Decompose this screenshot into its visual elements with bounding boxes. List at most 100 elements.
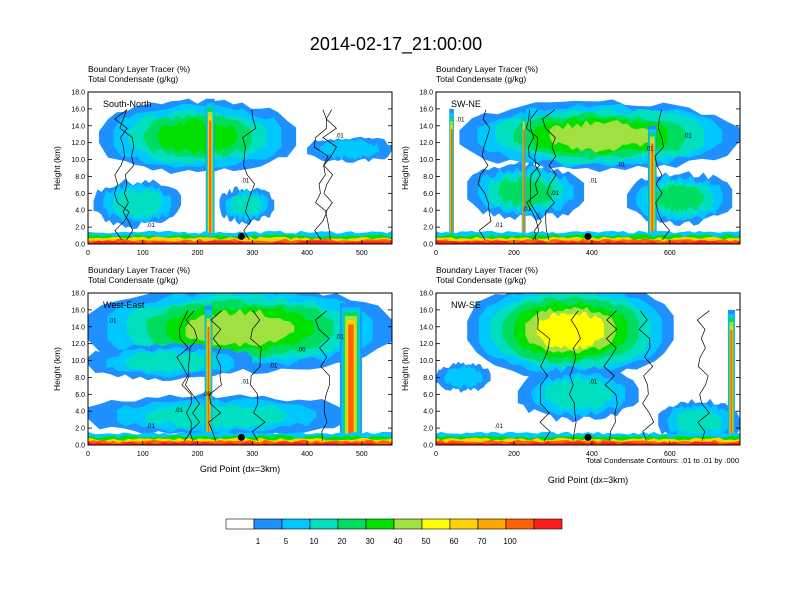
- colorbar-swatch: [309, 518, 339, 530]
- y-tick-label: 6.0: [423, 392, 433, 399]
- colorbar-swatch: [365, 518, 395, 530]
- y-tick-label: 16.0: [419, 106, 433, 113]
- y-tick-label: 0.0: [423, 443, 433, 450]
- cloud-band-1-level-3: [545, 376, 612, 411]
- condensate-contour: [638, 310, 655, 441]
- colorbar-label: 30: [366, 537, 375, 546]
- tower-0-level-5: [207, 326, 210, 445]
- condensate-contour: [526, 109, 541, 240]
- y-tick-label: 2.0: [423, 225, 433, 232]
- colorbar-label: 5: [284, 537, 289, 546]
- tower-0-level-5: [451, 129, 453, 244]
- header-line: Total Condensate (g/kg): [88, 275, 178, 285]
- y-tick-label: 16.0: [71, 307, 85, 314]
- condensate-contour: [315, 310, 330, 441]
- x-tick-label: 100: [137, 451, 149, 458]
- condensate-contour: [322, 109, 338, 240]
- y-tick-label: 10.0: [419, 157, 433, 164]
- location-marker: [237, 232, 245, 240]
- colorbar-label: 60: [450, 537, 459, 546]
- y-tick-label: 6.0: [75, 392, 85, 399]
- colorbar-swatch: [337, 518, 367, 530]
- contour-label: .01: [494, 223, 503, 229]
- panel-label: South-North: [103, 99, 152, 109]
- colorbar-swatch: [393, 518, 423, 530]
- y-tick-label: 12.0: [71, 341, 85, 348]
- contour-label: .01: [645, 146, 654, 152]
- panel-label: West-East: [103, 300, 145, 310]
- panel-sw-ne: .01 .01 .01 .01 .01 .01 .01 .01 Boundary Layer T…: [400, 64, 741, 257]
- y-tick-label: 6.0: [423, 191, 433, 198]
- tower-2-level-5: [651, 143, 654, 244]
- condensate-contour: [542, 109, 557, 240]
- y-tick-label: 14.0: [71, 324, 85, 331]
- header-line: Total Condensate (g/kg): [436, 74, 526, 84]
- x-tick-label: 200: [508, 451, 520, 458]
- x-axis-label: Grid Point (dx=3km): [200, 464, 280, 474]
- header-line: Boundary Layer Tracer (%): [436, 64, 538, 74]
- header-line: Total Condensate (g/kg): [436, 275, 526, 285]
- contour-label: .01: [146, 424, 155, 430]
- condensate-contour: [185, 310, 201, 441]
- boundary-layer-4: [88, 240, 392, 244]
- contour-label: .01: [175, 408, 184, 414]
- x-tick-label: 400: [586, 250, 598, 257]
- condensate-contour: [696, 310, 710, 441]
- x-tick-label: 400: [301, 250, 313, 257]
- y-tick-label: 18.0: [71, 291, 85, 298]
- condensate-contour: [569, 310, 581, 441]
- colorbar-label: 40: [394, 537, 403, 546]
- header-line: Boundary Layer Tracer (%): [88, 265, 190, 275]
- plot-area: .01 .01 .01: [88, 92, 392, 244]
- condensate-contour: [528, 109, 542, 240]
- x-tick-label: 200: [508, 250, 520, 257]
- condensate-contour: [603, 310, 618, 441]
- condensate-contour: [242, 109, 257, 240]
- x-tick-label: 0: [86, 451, 90, 458]
- condensate-contour: [250, 310, 266, 441]
- contour-label: .01: [241, 379, 250, 385]
- contour-label: .01: [523, 207, 532, 213]
- tower-0-level-5: [730, 330, 733, 445]
- colorbar-swatch: [449, 518, 479, 530]
- condensate-contour: [208, 310, 223, 441]
- y-tick-label: 8.0: [423, 375, 433, 382]
- y-tick-label: 18.0: [71, 90, 85, 97]
- x-tick-label: 100: [137, 250, 149, 257]
- condensate-contour: [654, 109, 670, 241]
- contour-label: .01: [146, 223, 155, 229]
- header-line: Boundary Layer Tracer (%): [436, 265, 538, 275]
- x-tick-label: 0: [434, 451, 438, 458]
- plot-frame: [87, 91, 393, 245]
- boundary-layer-4: [88, 441, 392, 445]
- contour-label: .01: [683, 134, 692, 140]
- tower-1-level-5: [348, 324, 354, 445]
- x-tick-label: 300: [246, 451, 258, 458]
- y-axis-label: Height (km): [52, 146, 62, 190]
- plot-frame: [435, 91, 741, 245]
- y-tick-label: 12.0: [71, 140, 85, 147]
- x-tick-label: 0: [86, 250, 90, 257]
- colorbar-label: 50: [422, 537, 431, 546]
- boundary-layer-4: [436, 240, 740, 244]
- cloud-band-0-level-7: [536, 311, 604, 351]
- x-tick-label: 500: [356, 451, 368, 458]
- y-axis-label: Height (km): [400, 146, 410, 190]
- cloud-band-0-level-5: [158, 118, 237, 156]
- colorbar-label: 100: [503, 537, 517, 546]
- colorbar-swatch: [225, 518, 255, 530]
- y-tick-label: 14.0: [71, 123, 85, 130]
- y-tick-label: 14.0: [419, 324, 433, 331]
- contour-label: .01: [617, 162, 626, 168]
- y-tick-label: 8.0: [75, 375, 85, 382]
- y-tick-label: 16.0: [71, 106, 85, 113]
- x-tick-label: 0: [434, 250, 438, 257]
- colorbar-swatch: [421, 518, 451, 530]
- x-tick-label: 200: [192, 250, 204, 257]
- x-tick-label: 400: [586, 451, 598, 458]
- y-tick-label: 12.0: [419, 140, 433, 147]
- y-axis-label: Height (km): [52, 347, 62, 391]
- cloud-band-3-level-3: [676, 407, 722, 436]
- colorbar-label: 1: [256, 537, 261, 546]
